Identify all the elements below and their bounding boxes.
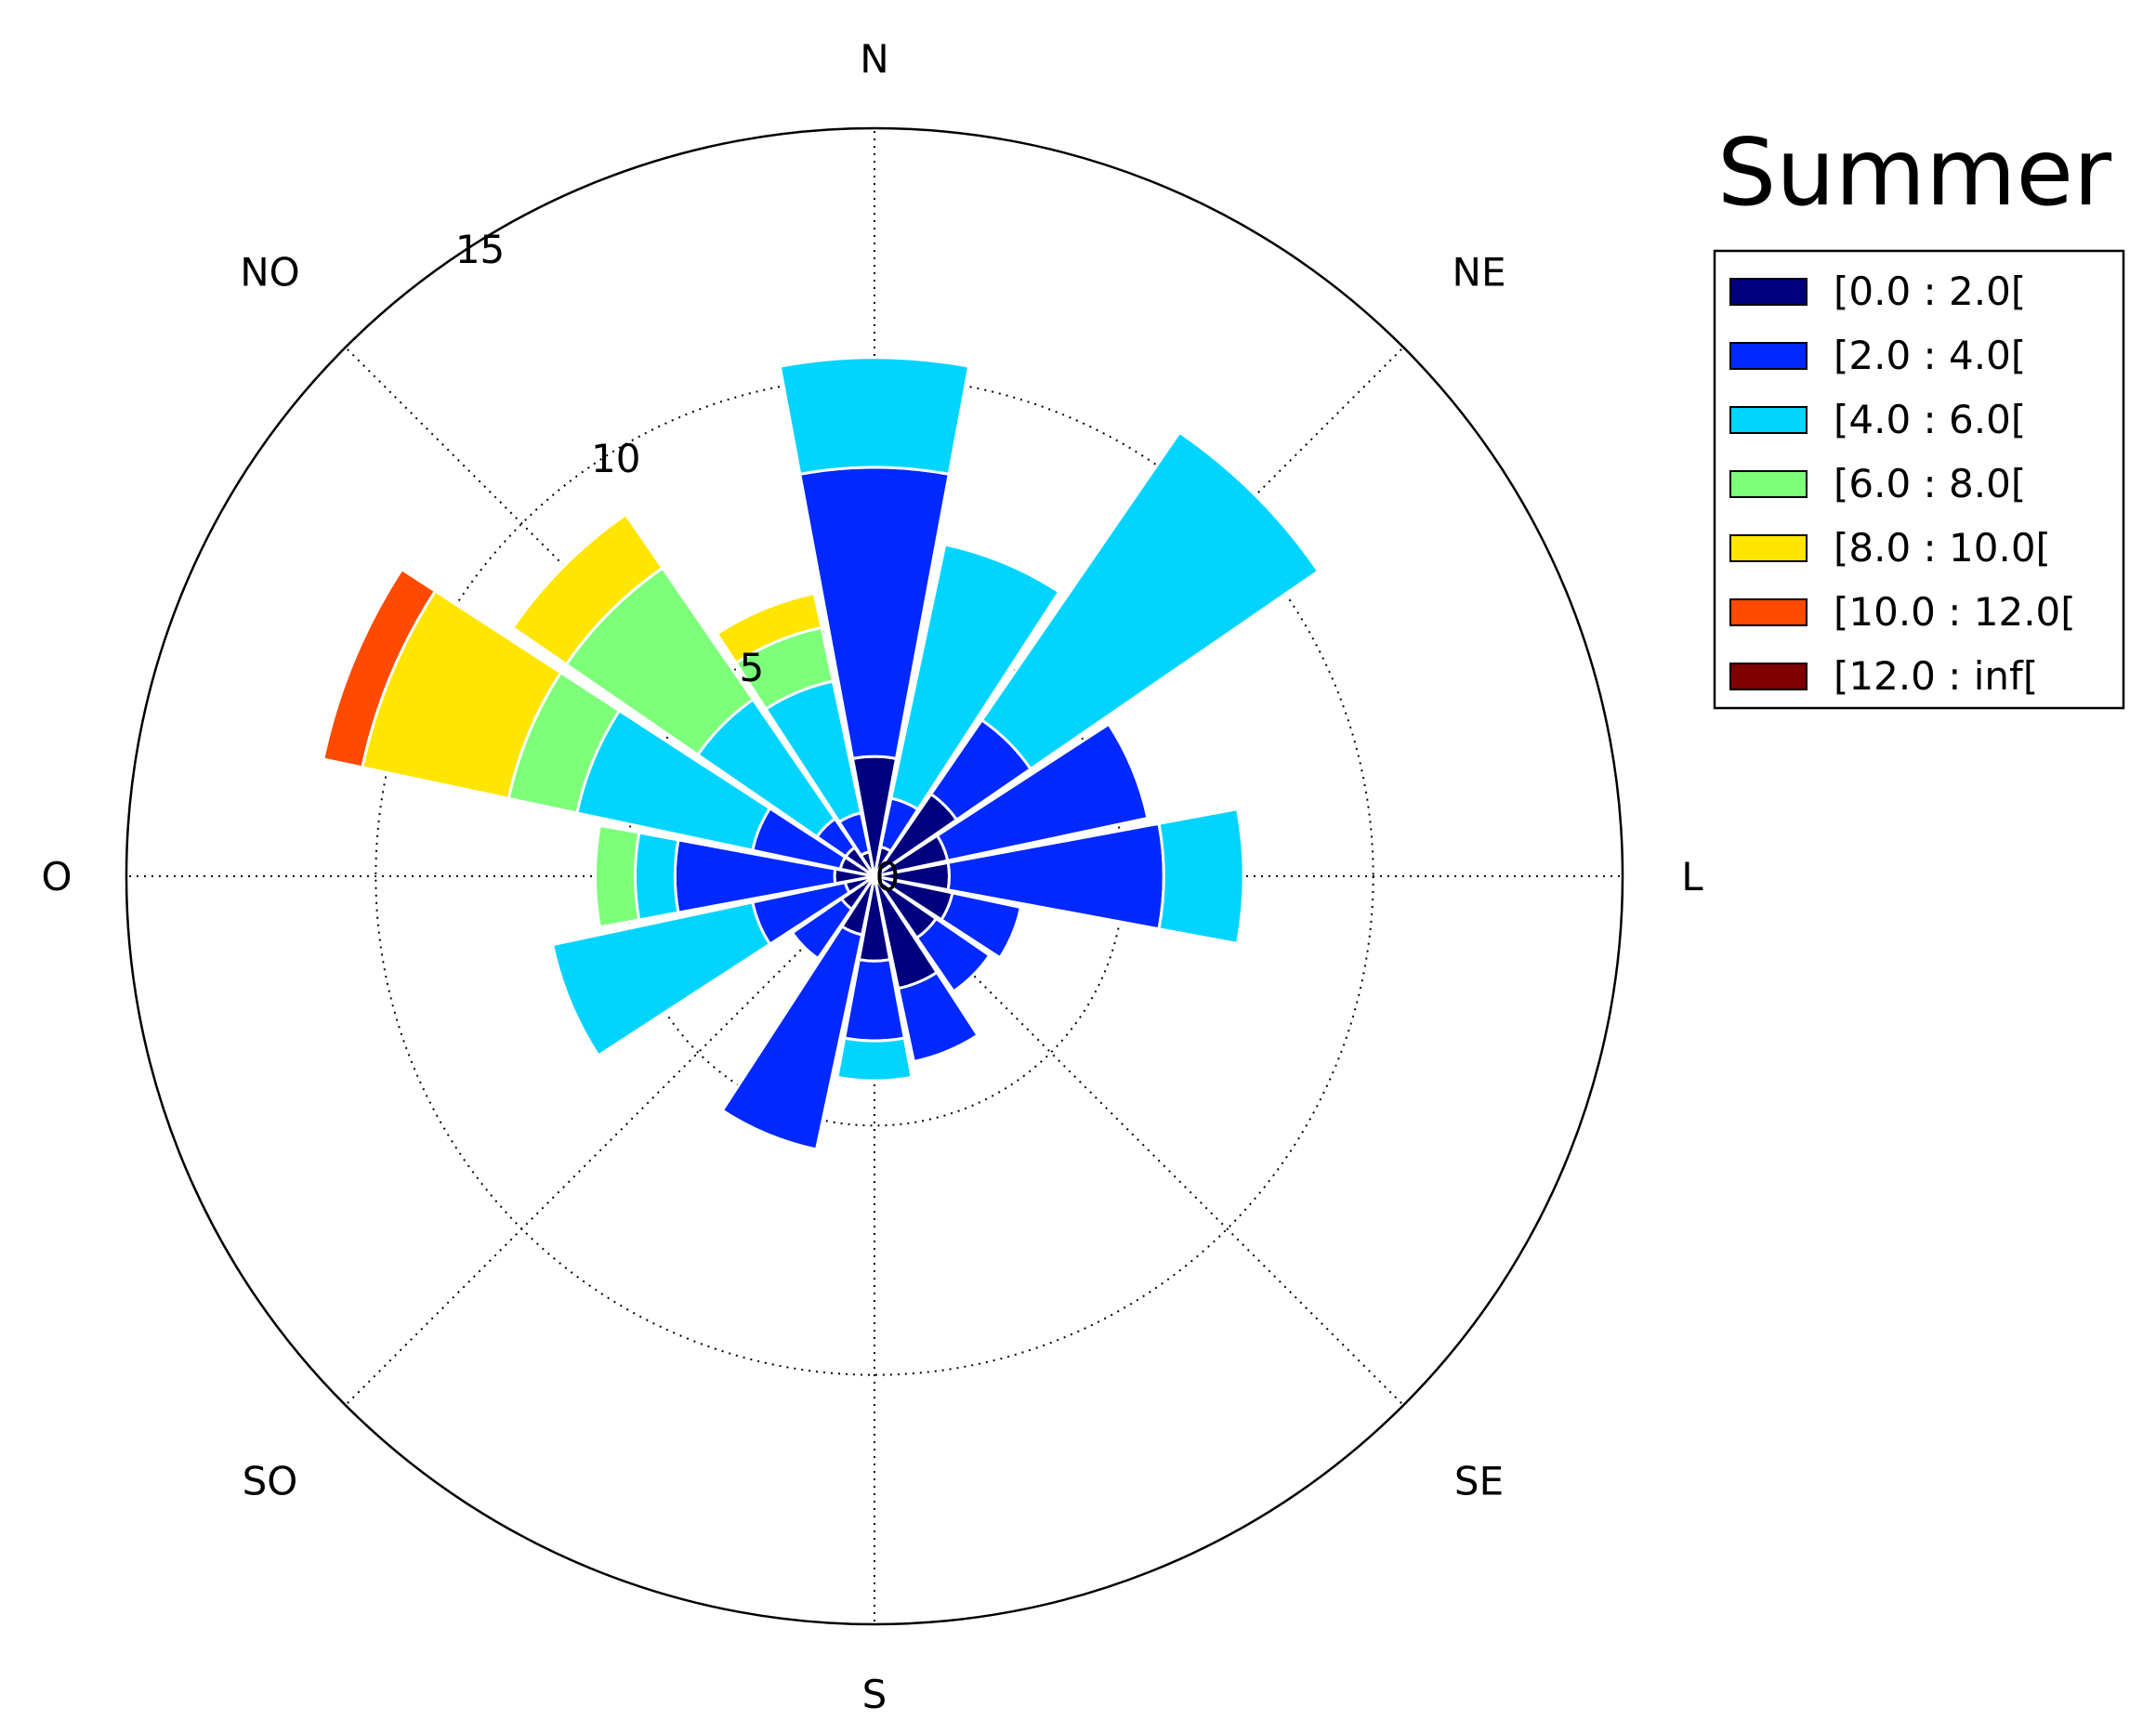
legend-swatch: [1729, 406, 1808, 434]
direction-label: SE: [1454, 1459, 1504, 1504]
radial-tick-label: 15: [455, 227, 505, 272]
direction-label: L: [1681, 854, 1703, 899]
wind-rose-segment: [550, 900, 772, 1057]
wind-rose-segment: [633, 831, 680, 922]
direction-label: N: [860, 36, 888, 82]
legend-label: [6.0 : 8.0[: [1834, 461, 2026, 506]
chart-title: Summer: [1717, 118, 2112, 227]
wind-rose-segment: [889, 543, 1061, 812]
direction-label: NO: [240, 249, 299, 295]
direction-labels: N NE L SE S SO O NO: [41, 36, 1703, 1717]
outer-ring: [125, 126, 1624, 1626]
legend-label: [8.0 : 10.0[: [1834, 525, 2051, 571]
radial-tick-label: 5: [739, 645, 764, 690]
wind-rose-segment: [720, 924, 864, 1151]
radial-tick-label: 10: [591, 436, 640, 481]
wind-rose-segment: [778, 356, 971, 477]
wind-rose-segment: [510, 512, 665, 667]
legend-label: [12.0 : inf[: [1834, 653, 2038, 699]
wind-rose-segment: [935, 722, 1150, 863]
radial-tick-label: 0: [875, 854, 901, 899]
direction-label: NE: [1453, 249, 1506, 295]
wind-rose-segment: [914, 916, 992, 993]
legend: [0.0 : 2.0[ [2.0 : 4.0[ [4.0 : 6.0[ [6.0 : …: [1713, 249, 2125, 710]
legend-label: [0.0 : 2.0[: [1834, 269, 2026, 314]
wind-rose-bars: [322, 356, 1321, 1151]
legend-label: [10.0 : 12.0[: [1834, 589, 2076, 635]
wind-rose-segment: [790, 897, 854, 961]
wind-rose-segment: [939, 891, 1023, 960]
legend-swatch: [1729, 278, 1808, 306]
legend-swatch: [1729, 598, 1808, 626]
legend-swatch: [1729, 534, 1808, 562]
wind-rose-segment: [896, 970, 980, 1064]
wind-rose-segment: [835, 1036, 914, 1083]
legend-swatch: [1729, 470, 1808, 498]
wind-rose-segment: [593, 823, 641, 929]
legend-label: [4.0 : 6.0[: [1834, 397, 2026, 442]
legend-swatch: [1729, 663, 1808, 690]
direction-label: O: [41, 854, 72, 899]
direction-label: S: [862, 1672, 887, 1717]
wind-rose-segment: [322, 567, 438, 769]
wind-rose-segment: [1157, 807, 1245, 946]
wind-rose-segment: [979, 430, 1321, 771]
wind-rose-segment: [715, 591, 823, 665]
radial-tick-labels: 0 5 10 15: [455, 227, 901, 899]
direction-label: SO: [243, 1459, 298, 1504]
legend-swatch: [1729, 342, 1808, 370]
legend-label: [2.0 : 4.0[: [1834, 333, 2026, 378]
